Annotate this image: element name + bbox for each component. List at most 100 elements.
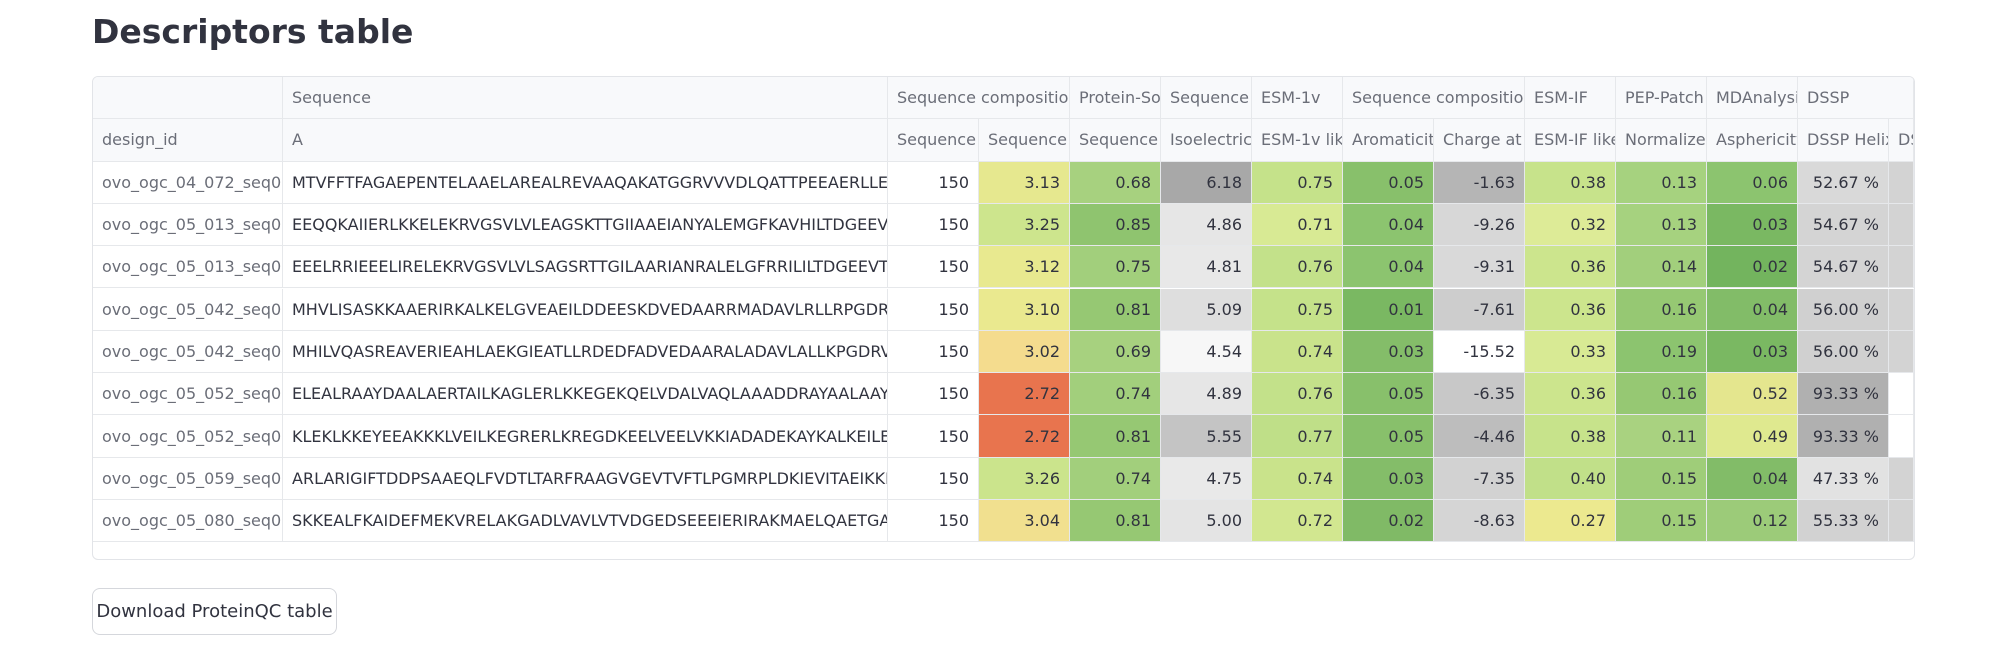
- table-cell: 3.26: [979, 457, 1070, 500]
- table-cell: [1889, 457, 1914, 500]
- table-cell: 0.36: [1525, 246, 1616, 289]
- table-cell: 0.36: [1525, 288, 1616, 331]
- group-header: MDAnalysis: [1707, 77, 1798, 120]
- table-cell: 0.03: [1707, 330, 1798, 374]
- table-cell: [1889, 330, 1914, 374]
- table-cell: 0.01: [1343, 288, 1434, 331]
- group-header: ESM-IF: [1525, 77, 1616, 120]
- table-cell: 150: [888, 203, 979, 247]
- table-cell: -6.35: [1434, 373, 1525, 416]
- table-cell: 55.33 %: [1798, 500, 1889, 543]
- table-cell: 0.75: [1070, 246, 1161, 289]
- table-cell: 3.13: [979, 161, 1070, 204]
- download-button[interactable]: Download ProteinQC table: [92, 588, 337, 635]
- table-cell: -7.61: [1434, 288, 1525, 331]
- table-cell: 0.81: [1070, 415, 1161, 458]
- column-header: Asphericity: [1707, 119, 1798, 162]
- table-cell: 0.38: [1525, 415, 1616, 458]
- table-cell: [1889, 161, 1914, 204]
- column-header: DS: [1889, 119, 1914, 162]
- table-cell: 4.54: [1161, 330, 1252, 374]
- table-cell: 0.03: [1343, 457, 1434, 500]
- group-header: ESM-1v: [1252, 77, 1343, 120]
- table-cell: 5.00: [1161, 500, 1252, 543]
- table-cell: MHILVQASREAVERIEAHLAEKGIEATLLRDEDFADVEDA…: [283, 330, 888, 374]
- table-cell: -7.35: [1434, 457, 1525, 500]
- table-cell: -1.63: [1434, 161, 1525, 204]
- section-title: Descriptors table: [92, 12, 414, 51]
- table-cell: 0.03: [1707, 203, 1798, 247]
- table-cell: 3.12: [979, 246, 1070, 289]
- table-cell: 5.09: [1161, 288, 1252, 331]
- column-header: Aromaticity: [1343, 119, 1434, 162]
- table-cell: 0.81: [1070, 500, 1161, 543]
- table-cell: -9.31: [1434, 246, 1525, 289]
- column-header: A: [283, 119, 888, 162]
- table-cell: 6.18: [1161, 161, 1252, 204]
- data-table: Sequence Sequence composition Protein-Sol S…: [92, 76, 1915, 560]
- table-cell: 0.76: [1252, 373, 1343, 416]
- table-cell: 56.00 %: [1798, 330, 1889, 374]
- table-cell: 54.67 %: [1798, 246, 1889, 289]
- table-cell: 4.89: [1161, 373, 1252, 416]
- table-cell: 4.75: [1161, 457, 1252, 500]
- table-cell: ARLARIGIFTDDPSAAEQLFVDTLTARFRAAGVGEVTVFT…: [283, 457, 888, 500]
- table-cell: 2.72: [979, 415, 1070, 458]
- table-cell: 150: [888, 373, 979, 416]
- group-header: PEP-Patch: [1616, 77, 1707, 120]
- table-cell: [1889, 373, 1914, 416]
- group-header: Sequence composition: [888, 77, 1070, 120]
- table-cell: EEQQKAIIERLKKELEKRVGSVLVLEAGSKTTGIIAAEIA…: [283, 203, 888, 247]
- table-cell: -15.52: [1434, 330, 1525, 374]
- row-id: ovo_ogc_05_013_seq01: [93, 203, 283, 247]
- table-cell: 150: [888, 161, 979, 204]
- row-id: ovo_ogc_05_059_seq08: [93, 457, 283, 500]
- table-cell: 0.03: [1343, 330, 1434, 374]
- table-cell: 0.74: [1070, 373, 1161, 416]
- table-cell: 47.33 %: [1798, 457, 1889, 500]
- table-cell: [1889, 415, 1914, 458]
- table-cell: 0.05: [1343, 373, 1434, 416]
- column-header: ESM-IF likel: [1525, 119, 1616, 162]
- table-cell: 54.67 %: [1798, 203, 1889, 247]
- column-header: ESM-1v like: [1252, 119, 1343, 162]
- table-cell: 4.86: [1161, 203, 1252, 247]
- table-cell: SKKEALFKAIDEFMEKVRELAKGADLVAVLVTVDGEDSEE…: [283, 500, 888, 543]
- table-cell: 0.36: [1525, 373, 1616, 416]
- table-cell: 0.72: [1252, 500, 1343, 543]
- table-cell: 0.06: [1707, 161, 1798, 204]
- table-cell: 0.74: [1252, 457, 1343, 500]
- table-cell: 0.04: [1343, 203, 1434, 247]
- column-header: Sequence e: [979, 119, 1070, 162]
- row-id: ovo_ogc_05_042_seq05: [93, 330, 283, 374]
- group-header: Sequence: [283, 77, 888, 120]
- table-cell: -9.26: [1434, 203, 1525, 247]
- table-cell: 0.76: [1252, 246, 1343, 289]
- table-cell: 0.32: [1525, 203, 1616, 247]
- table-cell: 0.19: [1616, 330, 1707, 374]
- table-cell: [1889, 288, 1914, 331]
- table-cell: 0.16: [1616, 373, 1707, 416]
- table-cell: 93.33 %: [1798, 373, 1889, 416]
- table-cell: 0.75: [1252, 161, 1343, 204]
- table-cell: 0.04: [1707, 288, 1798, 331]
- group-header: DSSP: [1798, 77, 1914, 120]
- table-cell: 150: [888, 246, 979, 289]
- table-cell: 0.74: [1070, 457, 1161, 500]
- row-id: ovo_ogc_05_013_seq03: [93, 246, 283, 289]
- column-header: design_id: [93, 119, 283, 162]
- table-cell: MTVFFTFAGAEPENTELAAELAREALREVAAQAKATGGRV…: [283, 161, 888, 204]
- table-cell: 0.02: [1343, 500, 1434, 543]
- table-cell: 0.05: [1343, 415, 1434, 458]
- table-cell: 150: [888, 288, 979, 331]
- table-cell: 0.04: [1707, 457, 1798, 500]
- table-cell: 3.10: [979, 288, 1070, 331]
- table-cell: 0.27: [1525, 500, 1616, 543]
- column-header: Sequence le: [888, 119, 979, 162]
- group-header: Protein-Sol: [1070, 77, 1161, 120]
- table-cell: [1889, 203, 1914, 247]
- column-header: DSSP Helix: [1798, 119, 1889, 162]
- table-cell: 0.68: [1070, 161, 1161, 204]
- row-id: ovo_ogc_04_072_seq01: [93, 161, 283, 204]
